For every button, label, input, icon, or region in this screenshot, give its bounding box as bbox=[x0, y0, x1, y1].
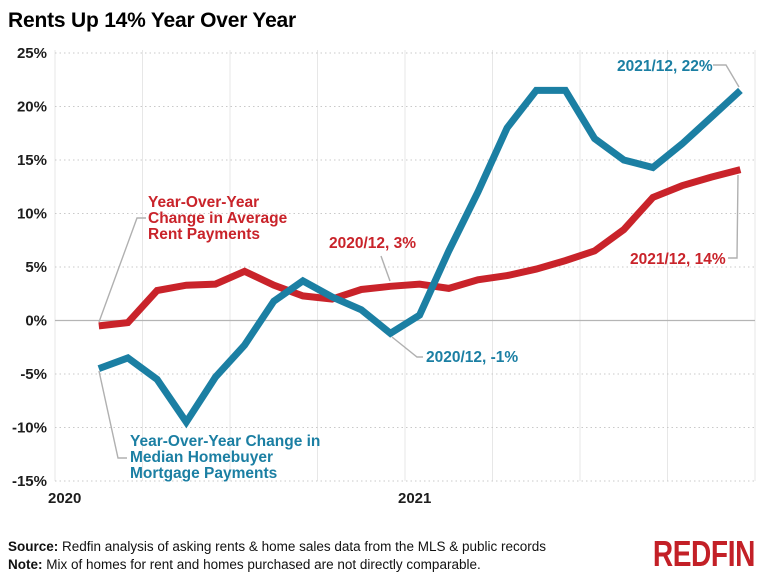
leader-line bbox=[391, 336, 423, 358]
rent-2021-12-annotation: 2021/12, 14% bbox=[630, 174, 739, 268]
source-label: Source: bbox=[8, 539, 59, 554]
y-tick-label: 5% bbox=[25, 259, 47, 276]
y-tick-label: -10% bbox=[12, 420, 47, 437]
leader-line bbox=[728, 174, 739, 259]
chart-canvas: 25% 20% 15% 10% 5% 0% -5% -10% -15% 2020 2021 Yea… bbox=[12, 45, 756, 507]
annotation-text: 2020/12, 3% bbox=[329, 235, 416, 252]
y-tick-label: -15% bbox=[12, 473, 47, 490]
footer-notes: Source: Redfin analysis of asking rents … bbox=[8, 538, 546, 574]
y-tick-label: 0% bbox=[25, 313, 47, 330]
rent-2020-12-annotation: 2020/12, 3% bbox=[329, 235, 416, 282]
leader-line bbox=[98, 217, 146, 323]
vertical-gridlines bbox=[54, 50, 756, 481]
leader-line bbox=[98, 370, 127, 459]
mortgage-2020-12-annotation: 2020/12, -1% bbox=[391, 336, 518, 366]
annotation-text: 2021/12, 14% bbox=[630, 251, 726, 268]
y-tick-label: -5% bbox=[20, 366, 47, 383]
source-text: Redfin analysis of asking rents & home s… bbox=[58, 539, 546, 554]
y-axis-tick-labels: 25% 20% 15% 10% 5% 0% -5% -10% -15% bbox=[12, 45, 47, 490]
annotations: Year-Over-Year Change in Average Rent Paym… bbox=[98, 58, 740, 482]
leader-line bbox=[380, 255, 391, 282]
footer: Source: Redfin analysis of asking rents … bbox=[0, 534, 768, 576]
note-text: Mix of homes for rent and homes purchase… bbox=[42, 557, 481, 572]
annotation-text: Year-Over-Year Change in Average Rent Paym… bbox=[148, 194, 288, 243]
y-tick-label: 15% bbox=[17, 152, 47, 169]
rent-line bbox=[98, 166, 742, 330]
redfin-logo: REDFIN bbox=[652, 533, 756, 574]
data-series bbox=[97, 86, 743, 429]
page-title: Rents Up 14% Year Over Year bbox=[8, 9, 297, 32]
y-tick-label: 10% bbox=[17, 206, 47, 223]
x-axis-tick-labels: 2020 2021 bbox=[48, 490, 431, 507]
source-note: Source: Redfin analysis of asking rents … bbox=[8, 538, 546, 556]
mortgage-series-label-annotation: Year-Over-Year Change in Median Homebuyer… bbox=[98, 370, 320, 482]
y-tick-label: 25% bbox=[17, 45, 47, 62]
rent-series-label-annotation: Year-Over-Year Change in Average Rent Paym… bbox=[98, 194, 288, 323]
x-tick-label: 2021 bbox=[398, 490, 431, 507]
annotation-text: Year-Over-Year Change in Median Homebuyer… bbox=[130, 433, 320, 482]
y-tick-label: 20% bbox=[17, 99, 47, 116]
leader-line bbox=[713, 64, 740, 88]
note-label: Note: bbox=[8, 557, 43, 572]
x-tick-label: 2020 bbox=[48, 490, 81, 507]
mortgage-2021-12-annotation: 2021/12, 22% bbox=[617, 58, 740, 88]
mortgage-line bbox=[97, 86, 743, 429]
comparability-note: Note: Mix of homes for rent and homes pu… bbox=[8, 556, 546, 574]
annotation-text: 2021/12, 22% bbox=[617, 58, 713, 75]
annotation-text: 2020/12, -1% bbox=[426, 349, 518, 366]
